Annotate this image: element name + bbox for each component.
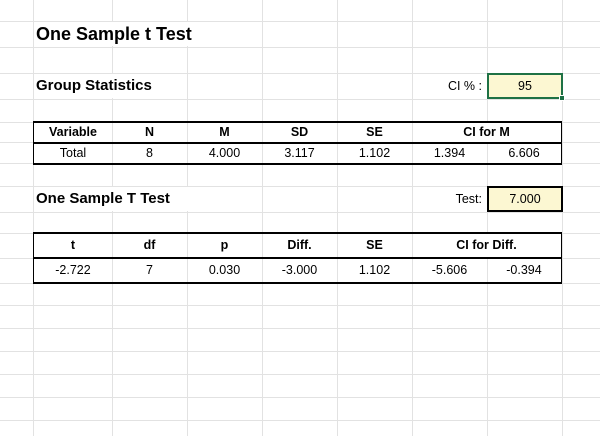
ci-percent-label: CI % : [447, 79, 482, 93]
cell-df: 7 [146, 263, 153, 277]
test-value: 7.000 [509, 192, 541, 206]
cell-diff: -3.000 [281, 263, 318, 277]
cell-sd: 3.117 [284, 146, 315, 160]
grid-line-vertical [412, 0, 413, 436]
column-header-ci-for-m: CI for M [412, 123, 561, 142]
t-test-table: t df p Diff. SE CI for Diff. -2.722 7 0.… [33, 232, 562, 284]
column-header-se: SE [366, 238, 383, 252]
column-header-n: N [144, 125, 155, 139]
test-value-label: Test: [455, 192, 482, 206]
selection-fill-handle[interactable] [559, 95, 565, 101]
grid-line-horizontal [0, 186, 600, 187]
ci-percent-value: 95 [518, 79, 532, 93]
cell-m: 4.000 [208, 146, 241, 160]
group-statistics-heading: Group Statistics [36, 77, 152, 94]
grid-line-horizontal [0, 305, 600, 306]
column-header-m: M [219, 125, 230, 139]
grid-line-vertical [487, 0, 488, 436]
ci-percent-input-cell[interactable]: 95 [487, 73, 565, 101]
grid-line-horizontal [0, 397, 600, 398]
column-header-se: SE [366, 125, 383, 139]
grid-line-horizontal [0, 73, 600, 74]
grid-line-horizontal [0, 47, 600, 48]
grid-line-horizontal [0, 328, 600, 329]
table-header-row: t df p Diff. SE CI for Diff. [34, 234, 561, 259]
grid-line-horizontal [0, 21, 600, 22]
column-header-p: p [220, 238, 229, 252]
table-row: Total 8 4.000 3.117 1.102 1.394 6.606 [34, 144, 561, 163]
grid-line-vertical [112, 0, 113, 436]
page-title: One Sample t Test [36, 24, 192, 44]
column-header-ci-for-diff: CI for Diff. [412, 234, 561, 257]
grid-line-vertical [562, 0, 563, 436]
table-row: -2.722 7 0.030 -3.000 1.102 -5.606 -0.39… [34, 259, 561, 282]
grid-line-vertical [337, 0, 338, 436]
cell-ci-lower: 1.394 [433, 146, 466, 160]
column-header-t: t [70, 238, 76, 252]
cell-se: 1.102 [358, 146, 391, 160]
grid-line-horizontal [0, 212, 600, 213]
grid-line-horizontal [0, 420, 600, 421]
column-header-df: df [143, 238, 156, 252]
grid-line-horizontal [0, 374, 600, 375]
column-header-diff: Diff. [287, 238, 312, 252]
cell-ci-upper: -0.394 [506, 263, 542, 277]
grid-line-horizontal [0, 99, 600, 100]
cell-se: 1.102 [358, 263, 391, 277]
table-header-row: Variable N M SD SE CI for M [34, 123, 561, 144]
overflow-patch [34, 187, 261, 211]
column-header-sd: SD [290, 125, 309, 139]
grid-line-horizontal [0, 351, 600, 352]
grid-line-vertical [33, 0, 34, 436]
cell-p: 0.030 [208, 263, 241, 277]
column-header-variable: Variable [49, 125, 97, 139]
grid-line-vertical [262, 0, 263, 436]
cell-variable: Total [59, 146, 87, 160]
test-value-input-cell[interactable]: 7.000 [487, 186, 563, 212]
overflow-patch [34, 22, 261, 46]
cell-ci-lower: -5.606 [431, 263, 468, 277]
t-test-heading: One Sample T Test [36, 190, 170, 207]
grid-line-vertical [187, 0, 188, 436]
cell-ci-upper: 6.606 [508, 146, 540, 160]
overflow-patch [34, 74, 186, 98]
cell-n: 8 [146, 146, 153, 160]
cell-t: -2.722 [55, 263, 91, 277]
group-statistics-table: Variable N M SD SE CI for M Total 8 4.00… [33, 121, 562, 165]
